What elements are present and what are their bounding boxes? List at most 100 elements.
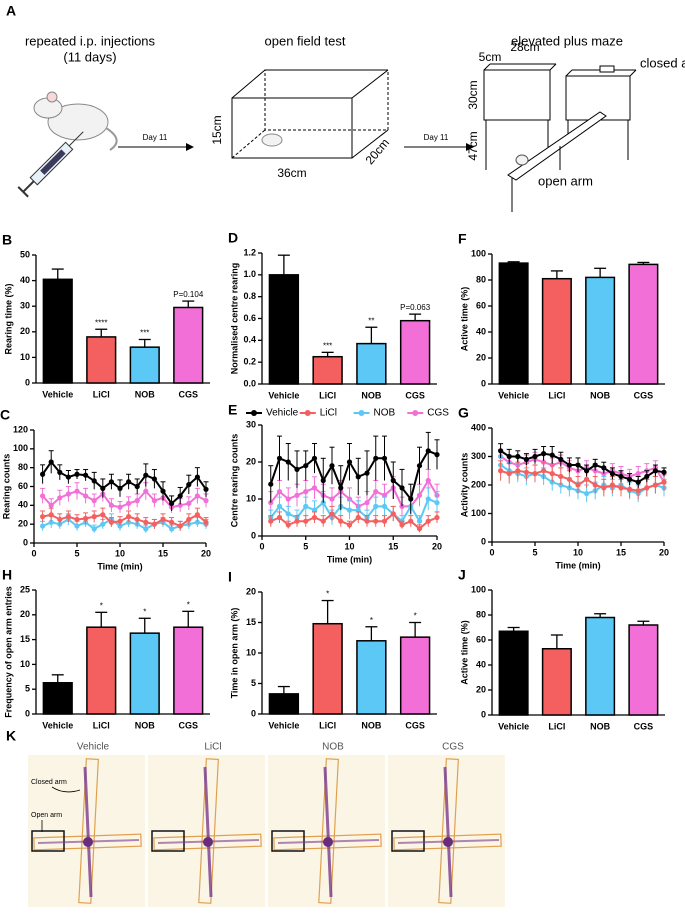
data-point — [425, 477, 431, 484]
data-point — [151, 521, 157, 527]
data-point — [151, 498, 157, 504]
data-point — [126, 500, 132, 507]
bar — [173, 626, 204, 715]
y-tick-label: 0 — [481, 536, 486, 546]
data-point — [381, 455, 388, 461]
data-point — [91, 526, 97, 532]
closed-arm — [198, 758, 219, 904]
data-point — [320, 477, 326, 484]
closed-arm — [78, 758, 99, 904]
dimension-label: 36cm — [277, 166, 306, 180]
data-point — [381, 503, 388, 509]
data-point — [100, 521, 106, 527]
data-point — [416, 518, 423, 524]
closed-arm — [318, 758, 339, 904]
mouse — [261, 133, 283, 147]
data-point — [584, 468, 590, 474]
data-point — [57, 469, 63, 475]
y-tick-label: 15 — [246, 617, 256, 627]
y-tick-label: 1.2 — [243, 247, 256, 257]
legend-marker — [412, 410, 419, 416]
significance-label: **** — [95, 318, 107, 327]
panel-label: B — [2, 232, 12, 248]
x-tick-label: LiCl — [319, 390, 336, 400]
data-point — [117, 518, 123, 524]
arrow-label: Day 11 — [424, 133, 449, 142]
data-point — [303, 518, 309, 524]
y-tick-label: 5 — [25, 684, 30, 694]
y-tick-label: 30 — [20, 301, 30, 311]
x-tick-label: Vehicle — [42, 720, 73, 730]
data-point — [311, 455, 318, 461]
trajectory-center — [443, 837, 453, 847]
data-point — [134, 516, 140, 523]
legend-label: LiCl — [320, 408, 337, 419]
bar — [585, 616, 616, 716]
arrow-label: Day 11 — [143, 133, 168, 142]
data-point — [177, 502, 183, 508]
x-tick-label: NOB — [590, 721, 611, 731]
bar — [399, 636, 431, 715]
bar — [541, 648, 572, 716]
data-point — [338, 485, 344, 491]
y-tick-label: 40 — [20, 275, 30, 285]
dimension-label: 5cm — [479, 50, 502, 64]
data-point — [48, 459, 54, 465]
data-point — [523, 469, 530, 475]
data-point — [549, 452, 555, 458]
y-tick-label: 30 — [246, 419, 256, 429]
data-point — [194, 474, 200, 480]
data-point — [143, 519, 149, 525]
x-tick-label: Vehicle — [268, 390, 299, 400]
data-point — [532, 453, 538, 460]
x-tick-label: LiCl — [548, 390, 565, 400]
significance-label: * — [326, 590, 329, 599]
trajectory — [203, 766, 213, 898]
trajectory-center — [323, 837, 333, 847]
bar — [541, 277, 572, 385]
data-point — [575, 462, 581, 468]
data-point — [194, 512, 200, 518]
y-tick-label: 20 — [18, 519, 28, 529]
panel-label: E — [228, 402, 237, 418]
data-point — [498, 468, 504, 474]
annotation-arrow — [51, 786, 81, 793]
bar — [628, 263, 659, 385]
data-point — [506, 471, 512, 477]
data-point — [143, 488, 149, 494]
data-point — [126, 514, 132, 520]
bar — [173, 306, 204, 384]
x-tick-label: CGS — [405, 720, 425, 730]
y-tick-label: 0 — [25, 377, 30, 387]
data-point — [566, 476, 573, 482]
data-point — [558, 473, 564, 480]
dimension-label: 47cm — [466, 131, 480, 160]
x-tick-label: NOB — [135, 389, 156, 399]
data-point — [177, 493, 183, 499]
schematic-title: elevated plus maze — [511, 33, 623, 48]
data-point — [601, 465, 607, 471]
y-tick-label: 15 — [20, 634, 30, 644]
dimension-label: 20cm — [363, 136, 393, 167]
y-axis-label: Frequency of open arm entries — [3, 586, 13, 718]
data-point — [373, 518, 379, 524]
data-point — [276, 503, 283, 509]
y-tick-label: 60 — [476, 300, 486, 310]
condition-label: NOB — [322, 742, 344, 753]
x-tick-label: LiCl — [319, 720, 336, 730]
data-point — [285, 522, 291, 528]
data-point — [434, 514, 440, 521]
data-point — [618, 485, 624, 491]
panel-label: G — [458, 405, 469, 421]
panel-label: H — [2, 567, 12, 583]
data-point — [143, 472, 149, 478]
condition-label: CGS — [442, 742, 464, 753]
data-point — [399, 485, 405, 491]
x-axis-label: Time (min) — [97, 561, 142, 571]
data-point — [627, 476, 633, 482]
closed-arm — [438, 758, 459, 904]
y-tick-label: 0 — [251, 530, 256, 540]
arrow-head — [186, 143, 194, 151]
data-point — [652, 468, 659, 474]
bar — [498, 630, 529, 716]
